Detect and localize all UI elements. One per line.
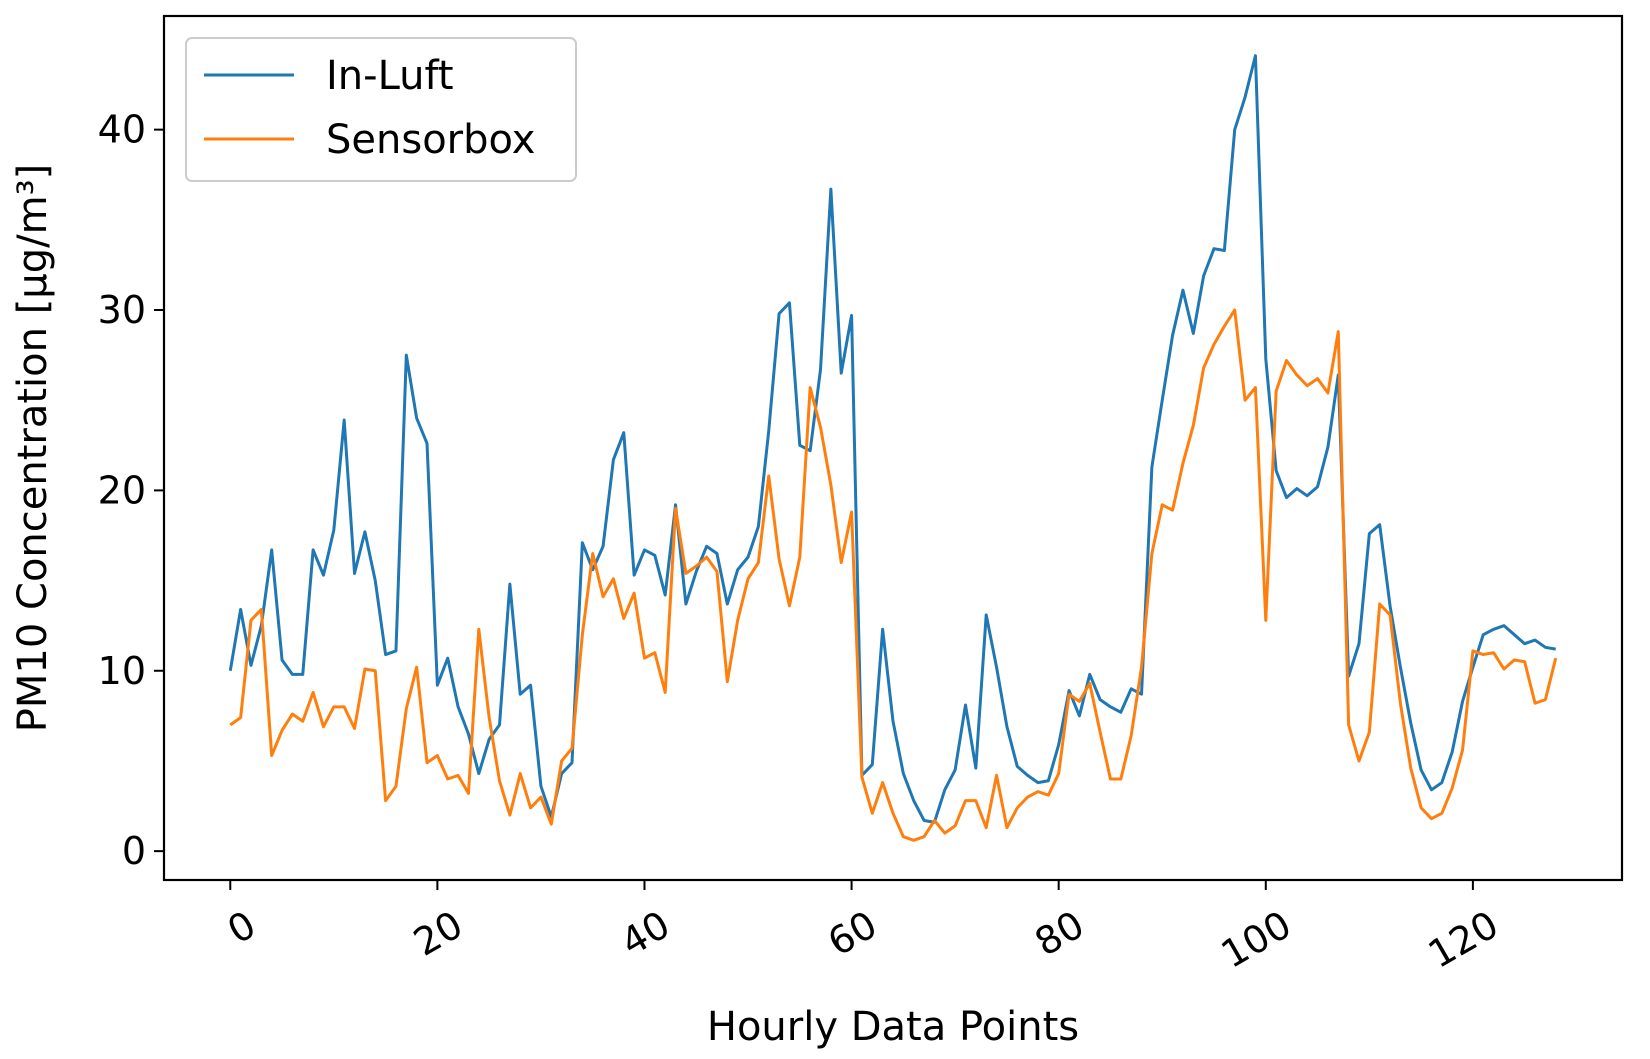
y-axis: 0 10 20 30 40 [98,108,164,873]
series-line-in-luft [228,54,1556,824]
y-tick-label: 0 [122,829,146,873]
legend: In-Luft Sensorbox [185,37,577,182]
y-axis-label: PM10 Concentration [µg/m³] [10,164,56,732]
y-tick-label: 40 [98,108,146,152]
legend-label-sensorbox: Sensorbox [326,117,535,163]
plot-frame [162,14,1624,882]
x-axis-label: Hourly Data Points [707,1004,1079,1050]
series-line-sensorbox [229,308,1558,842]
y-tick-label: 10 [98,649,146,693]
y-tick-label: 20 [98,468,146,512]
y-tick-label: 30 [98,288,146,332]
series-layer [228,54,1558,842]
legend-label-in-luft: In-Luft [326,53,454,99]
